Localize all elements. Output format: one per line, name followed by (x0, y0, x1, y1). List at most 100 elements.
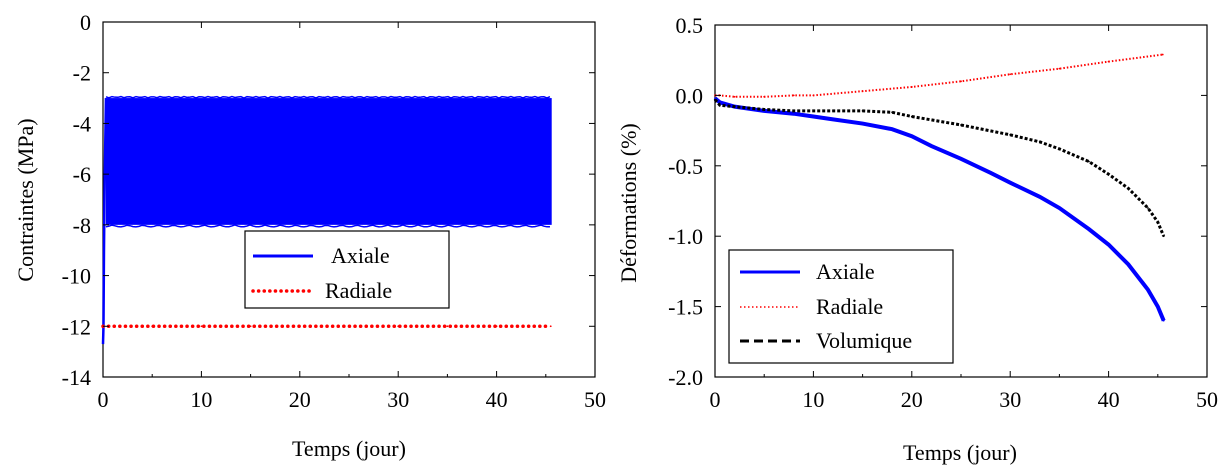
y-tick-label: 0.0 (676, 83, 704, 108)
data-point (1009, 181, 1012, 184)
data-point (1161, 53, 1164, 56)
x-tick-label: 10 (802, 387, 824, 412)
series-layer (101, 95, 553, 345)
legend-box (244, 230, 450, 309)
ticks-layer: 0 10 20 30 40 50 0 -2 -4 -6 -8 -10 -12 -14 (62, 10, 606, 412)
data-point (714, 98, 716, 101)
legend-box (728, 249, 954, 364)
data-point (1009, 73, 1012, 76)
data-point (1038, 140, 1041, 143)
x-tick-label: 20 (901, 387, 923, 412)
series-axiale (101, 95, 552, 345)
data-point (200, 325, 203, 328)
data-point (891, 111, 894, 114)
data-point (832, 109, 834, 112)
data-point (1162, 319, 1165, 322)
data-point (763, 108, 766, 111)
x-tick-label: 40 (1098, 387, 1120, 412)
y-tick-label: -6 (73, 162, 91, 187)
x-tick-label: 30 (999, 387, 1021, 412)
legend: Axiale Radiale Volumique (728, 249, 954, 364)
data-point (1162, 235, 1165, 238)
x-tick-label: 0 (98, 387, 109, 412)
y-tick-label: 0.5 (676, 13, 704, 38)
axiale-upper-envelope (105, 95, 551, 99)
data-point (549, 325, 552, 328)
data-point (812, 109, 815, 112)
data-point (298, 325, 301, 328)
data-point (446, 325, 449, 328)
y-tick-label: 0 (80, 10, 91, 35)
data-point (792, 112, 795, 115)
series-line-volumique (713, 98, 1166, 237)
data-point (249, 325, 252, 328)
data-point (151, 325, 154, 328)
x-tick-label: 50 (584, 387, 606, 412)
data-point (861, 90, 864, 93)
x-tick-label: 30 (387, 387, 409, 412)
series-layer (713, 53, 1166, 322)
y-axis-title: Contraintes (MPa) (13, 118, 38, 281)
data-point (1147, 207, 1149, 209)
x-axis-title: Temps (jour) (292, 436, 406, 461)
data-point (910, 86, 913, 88)
ticks-layer: 0 10 20 30 40 50 0.5 0.0 -0.5 -1.0 -1.5 -2.0 (668, 13, 1218, 412)
data-point (960, 124, 962, 126)
axiale-cyclic-band (105, 98, 552, 225)
data-point (348, 325, 350, 328)
data-point (861, 122, 864, 125)
data-point (1107, 60, 1110, 63)
chart-left-contraintes: 0 10 20 30 40 50 0 -2 -4 -6 -8 -10 -12 -14 Temps (jou… (13, 10, 606, 461)
axiale-lower-envelope (105, 224, 550, 228)
x-axis-title: Temps (jour) (903, 440, 1017, 465)
legend-label-axiale: Axiale (331, 243, 390, 268)
data-point (495, 325, 498, 328)
y-tick-label: -2.0 (668, 365, 703, 390)
data-point (910, 115, 913, 118)
data-point (733, 95, 736, 98)
data-point (1127, 263, 1130, 266)
data-point (1009, 133, 1012, 136)
y-tick-label: -4 (73, 111, 91, 136)
data-point (1058, 148, 1061, 150)
series-line-axiale (713, 96, 1166, 322)
data-point (1088, 228, 1090, 231)
data-point (910, 135, 913, 138)
x-tick-label: 40 (486, 387, 508, 412)
legend-label-axiale: Axiale (816, 259, 875, 284)
y-tick-label: -0.5 (668, 154, 703, 179)
y-tick-label: -1.5 (668, 295, 703, 320)
x-tick-label: 10 (190, 387, 212, 412)
y-tick-label: -2 (73, 61, 91, 86)
data-point (1156, 305, 1159, 308)
series-line-radiale (715, 53, 1163, 98)
data-point (1147, 288, 1149, 291)
data-point (397, 325, 400, 328)
data-point (832, 118, 834, 121)
data-point (1058, 67, 1061, 70)
y-axis-title: Déformations (%) (616, 123, 641, 282)
data-point (714, 97, 716, 100)
y-tick-label: -12 (62, 314, 91, 339)
y-tick-label: -8 (73, 213, 91, 238)
legend-label-volumique: Volumique (816, 328, 912, 353)
legend-label-radiale: Radiale (816, 294, 883, 319)
data-point (989, 171, 992, 174)
data-point (792, 109, 795, 112)
data-point (960, 157, 962, 160)
data-point (1088, 160, 1090, 163)
y-tick-label: -10 (62, 264, 91, 289)
series-radiale (101, 324, 553, 329)
data-point (763, 95, 766, 98)
data-point (1038, 195, 1041, 198)
data-point (812, 94, 815, 97)
chart-right-deformations: 0 10 20 30 40 50 0.5 0.0 -0.5 -1.0 -1.5 -2.0 Temps … (616, 13, 1218, 465)
legend: Axiale Radiale (244, 230, 450, 309)
series-volumique (713, 98, 1166, 238)
x-tick-label: 20 (289, 387, 311, 412)
data-point (861, 109, 864, 112)
data-point (1156, 221, 1159, 224)
data-point (1107, 173, 1110, 176)
data-point (812, 115, 815, 118)
